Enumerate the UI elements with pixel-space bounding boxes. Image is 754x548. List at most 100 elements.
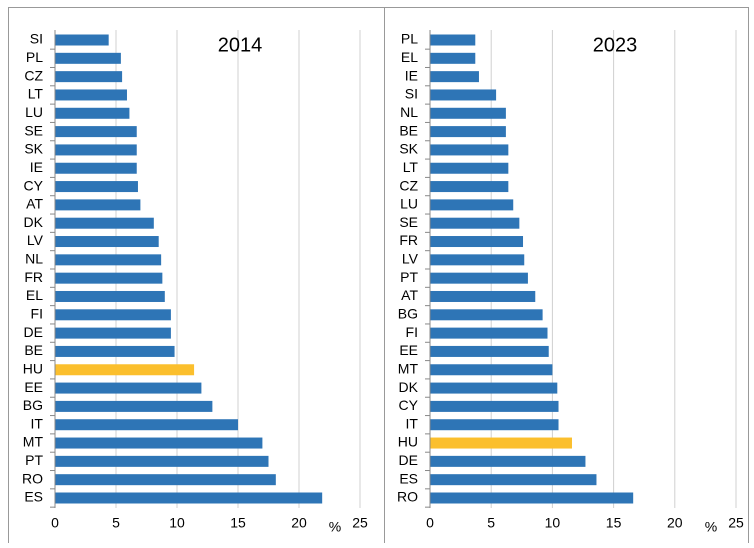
bar: [430, 181, 509, 193]
bar: [430, 34, 476, 46]
bar: [55, 107, 130, 119]
x-tick-label: 5: [487, 515, 495, 531]
y-tick-label: HU: [398, 434, 418, 450]
bar: [55, 71, 123, 83]
bar: [430, 437, 572, 449]
y-tick-label: CZ: [399, 177, 418, 193]
bar: [55, 254, 162, 266]
bar: [430, 89, 497, 101]
bar: [430, 400, 559, 412]
bar: [55, 364, 195, 376]
y-tick-label: LT: [403, 159, 419, 175]
bar: [430, 52, 476, 64]
y-tick-label: BG: [398, 306, 418, 322]
bar: [55, 272, 163, 284]
x-tick-label: 20: [667, 515, 683, 531]
x-tick-label: 25: [352, 515, 368, 531]
y-tick-label: ES: [399, 470, 418, 486]
bar: [55, 199, 141, 211]
bar: [55, 400, 213, 412]
bar: [55, 52, 121, 64]
y-tick-label: BE: [399, 122, 418, 138]
x-tick-label: 5: [112, 515, 120, 531]
bar: [430, 254, 525, 266]
y-tick-label: PL: [401, 31, 418, 47]
y-tick-label: LT: [28, 86, 44, 102]
bar: [55, 382, 202, 394]
x-tick-label: 10: [545, 515, 561, 531]
bar: [55, 419, 238, 431]
bar: [430, 272, 528, 284]
bar: [55, 126, 137, 138]
y-tick-label: DK: [24, 214, 44, 230]
x-tick-label: 25: [728, 515, 744, 531]
bar: [430, 309, 543, 321]
y-tick-label: NL: [25, 251, 43, 267]
y-tick-label: FR: [24, 269, 43, 285]
x-tick-label: 15: [230, 515, 246, 531]
y-tick-label: PT: [400, 269, 418, 285]
bar: [430, 382, 558, 394]
y-tick-label: HU: [23, 360, 43, 376]
bar: [55, 455, 269, 467]
y-tick-label: DK: [399, 379, 419, 395]
y-tick-label: EL: [26, 287, 43, 303]
x-tick-label: 0: [426, 515, 434, 531]
y-tick-label: IT: [31, 415, 44, 431]
y-tick-label: IT: [406, 415, 419, 431]
bar: [55, 144, 137, 156]
y-tick-label: SK: [24, 141, 43, 157]
bar: [430, 217, 520, 229]
bar: [55, 345, 175, 357]
y-tick-label: RO: [397, 489, 418, 505]
y-tick-label: EE: [24, 379, 43, 395]
bar: [55, 217, 154, 229]
y-tick-label: EL: [401, 49, 418, 65]
y-tick-label: FI: [31, 306, 43, 322]
y-tick-label: BG: [23, 397, 43, 413]
bar: [55, 474, 276, 486]
bar: [55, 236, 159, 248]
y-tick-label: RO: [22, 470, 43, 486]
y-tick-label: LU: [25, 104, 43, 120]
bar: [430, 162, 509, 174]
x-axis-label: %: [705, 519, 717, 535]
y-tick-label: FR: [399, 232, 418, 248]
bar: [55, 437, 263, 449]
y-tick-label: LV: [27, 232, 44, 248]
x-tick-label: 10: [169, 515, 185, 531]
bar: [430, 474, 597, 486]
bar: [55, 492, 323, 504]
bar: [55, 309, 171, 321]
y-tick-label: MT: [23, 434, 44, 450]
bar: [55, 290, 165, 302]
bar: [430, 236, 524, 248]
y-tick-label: EE: [399, 342, 418, 358]
bar: [430, 144, 509, 156]
x-axis-label: %: [329, 519, 341, 535]
chart-title: 2023: [593, 34, 638, 56]
bar: [430, 199, 514, 211]
bar: [55, 34, 109, 46]
bar: [430, 345, 549, 357]
y-tick-label: LV: [402, 251, 419, 267]
y-tick-label: CY: [399, 397, 419, 413]
bar: [430, 455, 586, 467]
y-tick-label: FI: [406, 324, 418, 340]
y-tick-label: BE: [24, 342, 43, 358]
bar: [55, 89, 127, 101]
bar: [55, 181, 138, 193]
y-tick-label: LU: [400, 196, 418, 212]
y-tick-label: SK: [399, 141, 418, 157]
chart-title: 2014: [218, 34, 263, 56]
x-tick-label: 15: [606, 515, 622, 531]
bar: [430, 327, 548, 339]
y-tick-label: CZ: [24, 67, 43, 83]
x-tick-label: 0: [51, 515, 59, 531]
bar: [430, 71, 479, 83]
bar: [430, 492, 634, 504]
bar: [430, 419, 559, 431]
y-tick-label: SE: [399, 214, 418, 230]
y-tick-label: SE: [24, 122, 43, 138]
